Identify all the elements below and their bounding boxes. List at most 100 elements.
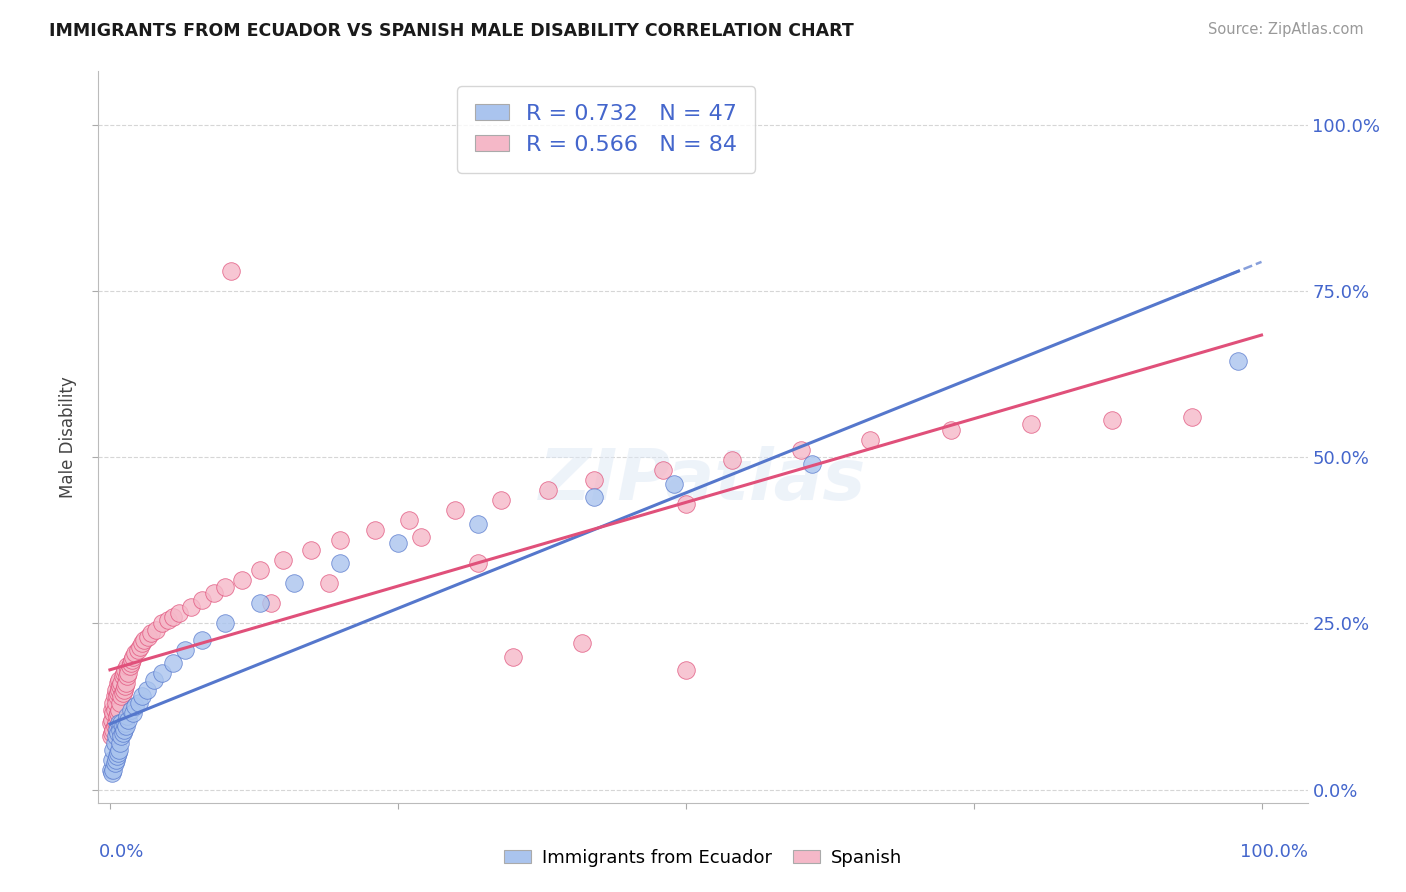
Point	[651, 463, 673, 477]
Point	[135, 682, 157, 697]
Point	[110, 690, 132, 704]
Point	[115, 659, 138, 673]
Point	[103, 706, 125, 720]
Point	[111, 719, 134, 733]
Point	[107, 706, 129, 720]
Point	[107, 676, 129, 690]
Point	[103, 723, 125, 737]
Text: ZIPatlas: ZIPatlas	[540, 447, 866, 516]
Point	[110, 680, 132, 694]
Point	[939, 424, 962, 438]
Point	[444, 503, 467, 517]
Point	[115, 669, 138, 683]
Point	[103, 703, 125, 717]
Point	[502, 649, 524, 664]
Text: IMMIGRANTS FROM ECUADOR VS SPANISH MALE DISABILITY CORRELATION CHART: IMMIGRANTS FROM ECUADOR VS SPANISH MALE …	[49, 22, 853, 40]
Point	[664, 476, 686, 491]
Point	[117, 713, 139, 727]
Point	[107, 686, 129, 700]
Point	[101, 726, 124, 740]
Point	[122, 706, 145, 720]
Point	[105, 749, 128, 764]
Legend: Immigrants from Ecuador, Spanish: Immigrants from Ecuador, Spanish	[496, 842, 910, 874]
Point	[150, 616, 173, 631]
Point	[110, 676, 132, 690]
Point	[1227, 353, 1250, 368]
Point	[111, 686, 134, 700]
Point	[409, 530, 432, 544]
Point	[101, 765, 124, 780]
Point	[150, 666, 173, 681]
Point	[110, 729, 132, 743]
Point	[387, 536, 409, 550]
Point	[104, 682, 127, 697]
Point	[110, 696, 132, 710]
Point	[271, 553, 294, 567]
Point	[128, 696, 150, 710]
Point	[131, 690, 153, 704]
Point	[122, 649, 145, 664]
Point	[191, 593, 214, 607]
Point	[142, 673, 165, 687]
Point	[110, 716, 132, 731]
Point	[214, 580, 236, 594]
Point	[128, 640, 150, 654]
Point	[231, 573, 253, 587]
Point	[249, 563, 271, 577]
Point	[571, 636, 593, 650]
Point	[114, 680, 136, 694]
Point	[118, 659, 141, 673]
Point	[101, 753, 124, 767]
Point	[120, 656, 142, 670]
Point	[124, 699, 146, 714]
Point	[111, 669, 134, 683]
Point	[110, 736, 132, 750]
Point	[121, 653, 143, 667]
Point	[790, 443, 813, 458]
Point	[1019, 417, 1042, 431]
Point	[156, 613, 179, 627]
Text: Source: ZipAtlas.com: Source: ZipAtlas.com	[1208, 22, 1364, 37]
Point	[214, 616, 236, 631]
Point	[103, 690, 125, 704]
Point	[100, 716, 122, 731]
Point	[162, 609, 184, 624]
Point	[117, 666, 139, 681]
Point	[108, 682, 131, 697]
Point	[107, 726, 129, 740]
Point	[108, 742, 131, 756]
Point	[108, 703, 131, 717]
Point	[103, 756, 125, 770]
Point	[103, 696, 125, 710]
Point	[318, 576, 340, 591]
Point	[115, 709, 138, 723]
Point	[114, 663, 136, 677]
Point	[100, 729, 122, 743]
Point	[115, 676, 138, 690]
Point	[329, 557, 352, 571]
Text: 100.0%: 100.0%	[1240, 843, 1308, 861]
Point	[124, 646, 146, 660]
Point	[582, 490, 605, 504]
Point	[104, 716, 127, 731]
Text: 0.0%: 0.0%	[98, 843, 143, 861]
Point	[582, 473, 605, 487]
Point	[162, 656, 184, 670]
Point	[105, 709, 128, 723]
Point	[136, 630, 159, 644]
Point	[127, 643, 149, 657]
Point	[364, 523, 387, 537]
Point	[104, 696, 127, 710]
Point	[101, 703, 124, 717]
Y-axis label: Male Disability: Male Disability	[59, 376, 77, 498]
Point	[283, 576, 305, 591]
Point	[145, 623, 167, 637]
Point	[675, 663, 697, 677]
Point	[131, 636, 153, 650]
Point	[112, 723, 135, 737]
Point	[108, 673, 131, 687]
Point	[103, 719, 125, 733]
Point	[675, 497, 697, 511]
Point	[112, 666, 135, 681]
Point	[110, 723, 132, 737]
